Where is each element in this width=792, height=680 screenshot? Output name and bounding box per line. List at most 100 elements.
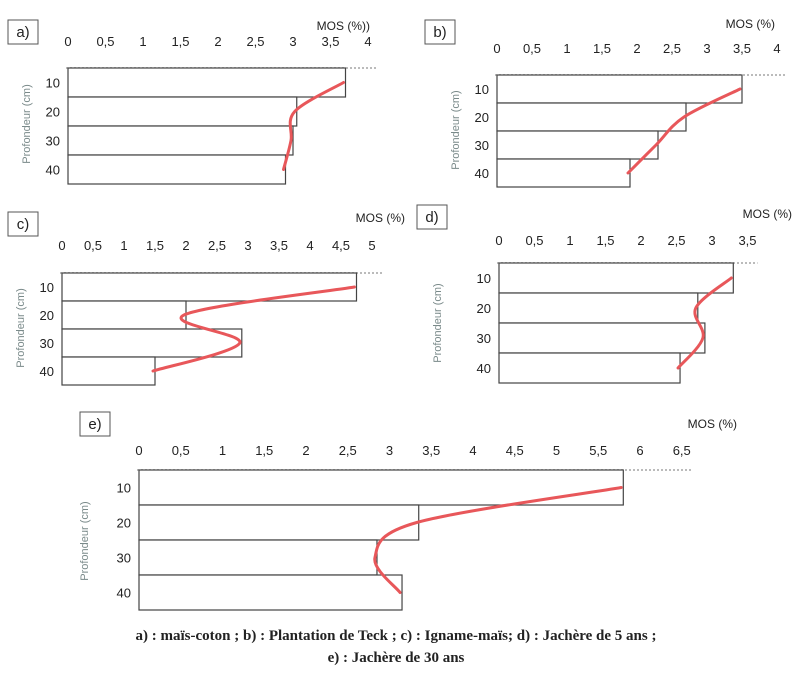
x-tick-label: 0: [135, 443, 142, 458]
x-tick-label: 4,5: [332, 238, 350, 253]
x-tick-label: 1,5: [593, 41, 611, 56]
x-tick-label: 5: [553, 443, 560, 458]
bar-40: [138, 574, 403, 611]
y-tick-label: 40: [46, 163, 60, 178]
x-tick-label: 0,5: [96, 34, 114, 49]
bar-30: [498, 322, 706, 354]
x-tick-label: 4: [773, 41, 780, 56]
x-tick-label: 2: [637, 233, 644, 248]
panel-label-box: [7, 211, 39, 237]
y-tick-label: 20: [40, 308, 54, 323]
y-tick-label: 20: [46, 105, 60, 120]
x-tick-label: 5: [368, 238, 375, 253]
panel-label: d): [425, 209, 438, 226]
x-tick-label: 3: [289, 34, 296, 49]
x-tick-label: 2,5: [663, 41, 681, 56]
bar-20: [498, 292, 699, 324]
chart-panel-c: c) MOS (%) 0 0,5 1 1,5 2 2,5 3 3,5 4 4,5 5 10 20 30 40 Pr…: [7, 211, 405, 386]
bar-30: [496, 130, 659, 160]
y-tick-label: 20: [117, 516, 131, 531]
bar-40: [67, 154, 287, 185]
y-tick-label: 40: [477, 361, 491, 376]
bar-30: [138, 539, 378, 576]
x-tick-label: 4,5: [506, 443, 524, 458]
x-tick-label: 0,5: [523, 41, 541, 56]
x-axis-title: MOS (%): [688, 417, 737, 431]
panel-label-box: [424, 19, 456, 45]
x-axis-title: MOS (%)): [317, 19, 370, 33]
x-tick-label: 3,5: [733, 41, 751, 56]
x-tick-label: 1,5: [171, 34, 189, 49]
x-tick-label: 0: [495, 233, 502, 248]
x-axis-title: MOS (%): [743, 207, 792, 221]
x-tick-label: 0: [64, 34, 71, 49]
y-axis-title: Profondeur (cm): [21, 84, 33, 163]
x-tick-label: 3: [703, 41, 710, 56]
y-axis-title: Profondeur (cm): [79, 501, 91, 580]
panel-label-box: [79, 411, 111, 437]
panel-label: e): [88, 416, 101, 433]
x-tick-label: 0: [493, 41, 500, 56]
x-tick-label: 2,5: [667, 233, 685, 248]
x-tick-label: 3: [386, 443, 393, 458]
x-tick-label: 4: [306, 238, 313, 253]
panel-label-box: [7, 19, 39, 45]
x-tick-label: 2,5: [246, 34, 264, 49]
x-tick-label: 1,5: [255, 443, 273, 458]
x-tick-label: 4: [469, 443, 476, 458]
x-tick-label: 1: [563, 41, 570, 56]
x-tick-label: 0: [58, 238, 65, 253]
x-tick-label: 2,5: [208, 238, 226, 253]
x-tick-label: 5,5: [589, 443, 607, 458]
x-tick-label: 2: [302, 443, 309, 458]
x-tick-label: 1: [139, 34, 146, 49]
y-tick-label: 10: [117, 481, 131, 496]
panel-label-box: [416, 204, 448, 230]
x-tick-label: 1,5: [146, 238, 164, 253]
bar-20: [496, 102, 687, 132]
bar-10: [67, 67, 347, 98]
y-axis-title: Profondeur (cm): [432, 283, 444, 362]
trend-curve: [676, 276, 733, 370]
y-tick-label: 40: [40, 364, 54, 379]
bar-20: [138, 504, 420, 541]
x-tick-label: 1,5: [596, 233, 614, 248]
bar-40: [498, 352, 681, 384]
x-tick-label: 2: [214, 34, 221, 49]
y-tick-label: 30: [475, 138, 489, 153]
bar-20: [61, 300, 187, 330]
bar-10: [61, 272, 358, 302]
x-tick-label: 2: [633, 41, 640, 56]
x-tick-label: 6: [636, 443, 643, 458]
x-axis-title: MOS (%): [356, 211, 405, 225]
trend-curve: [626, 87, 742, 175]
chart-panel-a: a) MOS (%)) 0 0,5 1 1,5 2 2,5 3 3,5 4 10 20 30 40 Profo…: [7, 19, 378, 185]
y-tick-label: 20: [477, 301, 491, 316]
panel-label: b): [433, 24, 446, 41]
chart-panel-b: b) MOS (%) 0 0,5 1 1,5 2 2,5 3 3,5 4 10 20 30 40 Profon…: [424, 17, 787, 188]
x-tick-label: 2,5: [339, 443, 357, 458]
x-tick-label: 3,5: [270, 238, 288, 253]
y-tick-label: 10: [477, 271, 491, 286]
bar-30: [67, 125, 294, 156]
figure-caption-line1: a) : maïs-coton ; b) : Plantation de Tec…: [135, 628, 657, 644]
trend-curve: [282, 81, 345, 171]
x-tick-label: 1: [566, 233, 573, 248]
y-tick-label: 10: [475, 82, 489, 97]
x-tick-label: 0,5: [84, 238, 102, 253]
x-tick-label: 1: [120, 238, 127, 253]
x-tick-label: 6,5: [673, 443, 691, 458]
y-tick-label: 40: [117, 586, 131, 601]
y-axis-title: Profondeur (cm): [450, 90, 462, 169]
x-tick-label: 1: [219, 443, 226, 458]
y-tick-label: 30: [477, 331, 491, 346]
y-tick-label: 40: [475, 166, 489, 181]
x-tick-label: 4: [364, 34, 371, 49]
x-tick-label: 0,5: [525, 233, 543, 248]
x-tick-label: 3,5: [321, 34, 339, 49]
trend-curve: [373, 486, 623, 594]
chart-panel-e: e) MOS (%) 0 0,5 1 1,5 2 2,5 3 3,5 4 4,5 5 5,5 6 6,5 10 2…: [79, 411, 737, 611]
x-tick-label: 0,5: [172, 443, 190, 458]
y-axis-title: Profondeur (cm): [15, 288, 27, 367]
